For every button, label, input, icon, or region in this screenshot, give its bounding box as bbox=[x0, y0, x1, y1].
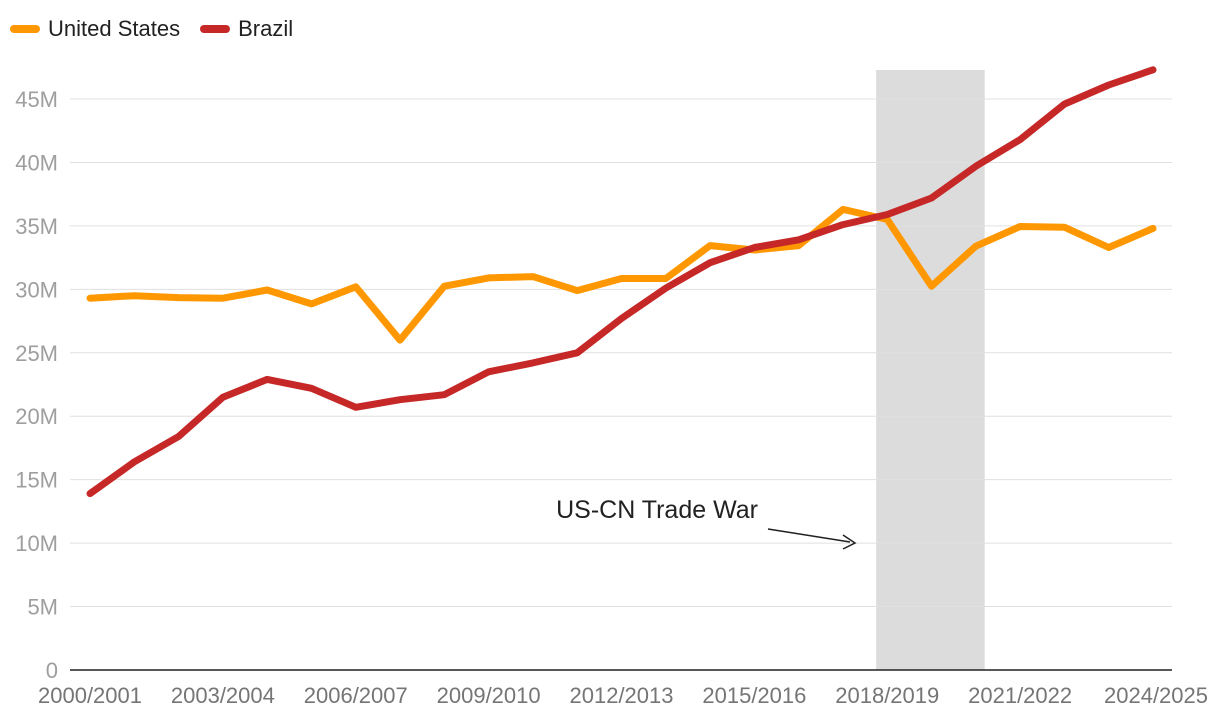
highlight-band-trade-war bbox=[876, 70, 985, 670]
x-tick-label: 2000/2001 bbox=[38, 683, 142, 708]
annotation-arrow-line bbox=[767, 528, 851, 543]
y-tick-label: 10M bbox=[15, 531, 58, 556]
legend: United States Brazil bbox=[10, 16, 293, 42]
y-tick-label: 25M bbox=[15, 341, 58, 366]
y-tick-label: 20M bbox=[15, 404, 58, 429]
annotation-arrow-head bbox=[842, 534, 857, 550]
y-tick-label: 15M bbox=[15, 468, 58, 493]
y-tick-label: 35M bbox=[15, 214, 58, 239]
legend-label-united-states: United States bbox=[48, 16, 181, 41]
x-tick-label: 2021/2022 bbox=[968, 683, 1072, 708]
y-tick-label: 45M bbox=[15, 87, 58, 112]
legend-swatch-brazil bbox=[200, 25, 231, 33]
series-line-brazil[interactable] bbox=[86, 66, 1157, 498]
x-tick-label: 2006/2007 bbox=[304, 683, 408, 708]
x-tick-label: 2003/2004 bbox=[171, 683, 275, 708]
x-tick-label: 2015/2016 bbox=[702, 683, 806, 708]
series-line-united-states[interactable] bbox=[86, 205, 1157, 344]
x-tick-label: 2009/2010 bbox=[437, 683, 541, 708]
x-tick-label: 2012/2013 bbox=[570, 683, 674, 708]
y-tick-label: 40M bbox=[15, 150, 58, 175]
annotation-trade-war: US-CN Trade War bbox=[556, 496, 758, 524]
y-tick-label: 5M bbox=[27, 595, 58, 620]
legend-label-brazil: Brazil bbox=[238, 16, 294, 41]
y-tick-label: 0 bbox=[46, 658, 58, 683]
legend-item-brazil[interactable]: Brazil bbox=[200, 16, 293, 42]
x-tick-label: 2024/2025 bbox=[1104, 683, 1208, 708]
x-tick-label: 2018/2019 bbox=[835, 683, 939, 708]
legend-swatch-united-states bbox=[10, 25, 40, 33]
legend-item-united-states[interactable]: United States bbox=[10, 16, 180, 42]
y-tick-label: 30M bbox=[15, 277, 58, 302]
